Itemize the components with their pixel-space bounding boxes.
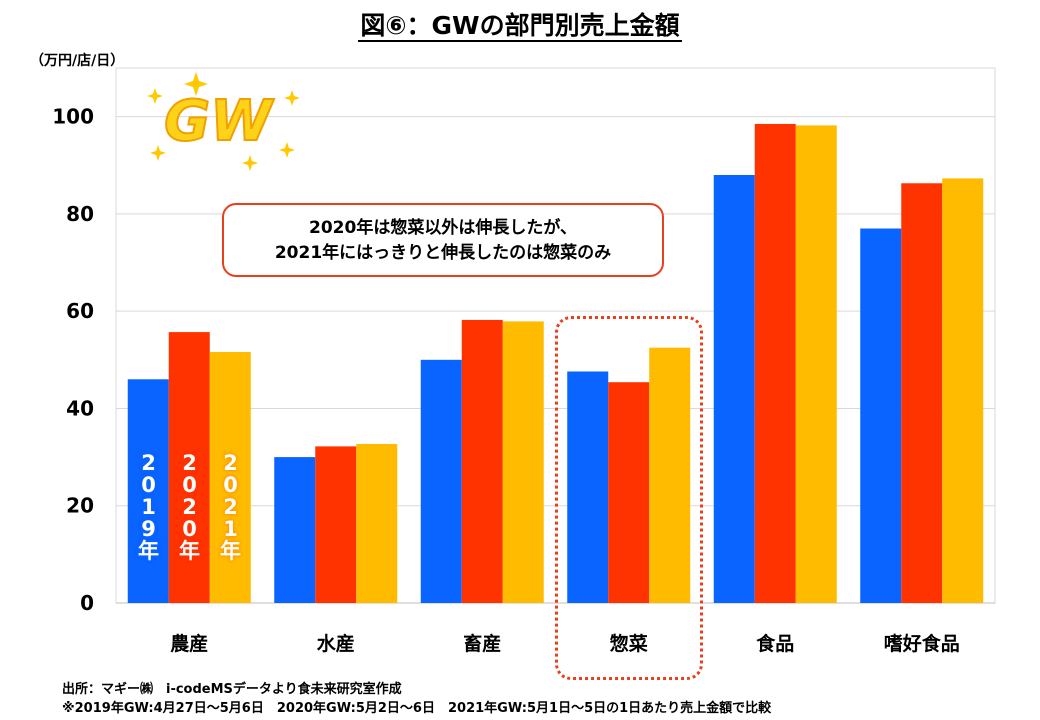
x-category-label: 農産 [170, 632, 208, 655]
bar-2019年-農産 [127, 379, 169, 603]
footer-note: ※2019年GW:4月27日～5月6日 2020年GW:5月2日～6日 2021… [62, 701, 772, 716]
series-label-char: 年 [179, 539, 200, 563]
sparkle-icon [147, 72, 300, 171]
bar-2019年-水産 [274, 457, 316, 603]
highlight-box-souzai [555, 316, 703, 680]
y-tick-label: 60 [66, 299, 94, 323]
x-category-label: 食品 [756, 632, 794, 655]
bar-2020年-水産 [315, 446, 357, 603]
bar-2021年-嗜好食品 [942, 178, 984, 603]
bar-2019年-食品 [713, 175, 755, 603]
series-label-char: 年 [138, 539, 159, 563]
bar-2019年-嗜好食品 [860, 228, 902, 603]
series-label-char: 2 [223, 451, 238, 475]
y-tick-label: 20 [66, 494, 94, 518]
bar-2020年-嗜好食品 [901, 183, 943, 603]
chart-title: 図⑥：GWの部門別売上金額 [0, 6, 1040, 42]
series-label-char: 2 [141, 451, 156, 475]
annotation-callout: 2020年は惣菜以外は伸長したが、 2021年にはっきりと伸長したのは惣菜のみ [222, 203, 664, 277]
series-label-char: 2 [182, 495, 197, 519]
bar-2021年-畜産 [502, 321, 544, 603]
annotation-line-2: 2021年にはっきりと伸長したのは惣菜のみ [274, 243, 612, 263]
gw-logo: GW [147, 72, 300, 171]
series-label-char: 1 [141, 495, 156, 519]
y-axis-unit: （万円/店/日） [30, 53, 125, 69]
x-category-label: 畜産 [463, 632, 501, 655]
series-label-char: 0 [141, 473, 156, 497]
series-label-char: 9 [141, 517, 156, 541]
bar-2021年-水産 [356, 443, 398, 603]
bar-2021年-食品 [795, 125, 837, 604]
series-label-char: 1 [223, 517, 238, 541]
series-label-char: 0 [182, 473, 197, 497]
series-label-char: 0 [182, 517, 197, 541]
series-label-char: 年 [220, 539, 241, 563]
annotation-line-1: 2020年は惣菜以外は伸長したが、 [309, 218, 577, 238]
x-category-label: 水産 [317, 632, 355, 655]
series-label-char: 2 [223, 495, 238, 519]
title-text: 図⑥：GWの部門別売上金額 [358, 11, 682, 42]
bar-2020年-農産 [168, 332, 210, 603]
y-tick-label: 40 [66, 396, 94, 420]
x-category-label: 嗜好食品 [884, 632, 960, 655]
footer-source: 出所：マギー㈱ i-codeMSデータより食未来研究室作成 [62, 682, 402, 697]
y-tick-label: 100 [52, 105, 94, 129]
bar-2020年-食品 [754, 123, 796, 603]
y-tick-label: 80 [66, 202, 94, 226]
bar-2019年-畜産 [420, 359, 462, 603]
x-category-label: 惣菜 [610, 632, 648, 655]
series-label-char: 2 [182, 451, 197, 475]
series-label-char: 0 [223, 473, 238, 497]
y-tick-label: 0 [80, 591, 94, 615]
bar-2020年-畜産 [461, 319, 503, 603]
bar-2019年-惣菜 [567, 371, 609, 603]
gw-logo-text: GW [164, 89, 275, 154]
bar-2021年-農産 [209, 352, 251, 603]
bar-2020年-惣菜 [608, 382, 650, 603]
bar-2021年-惣菜 [649, 347, 691, 603]
